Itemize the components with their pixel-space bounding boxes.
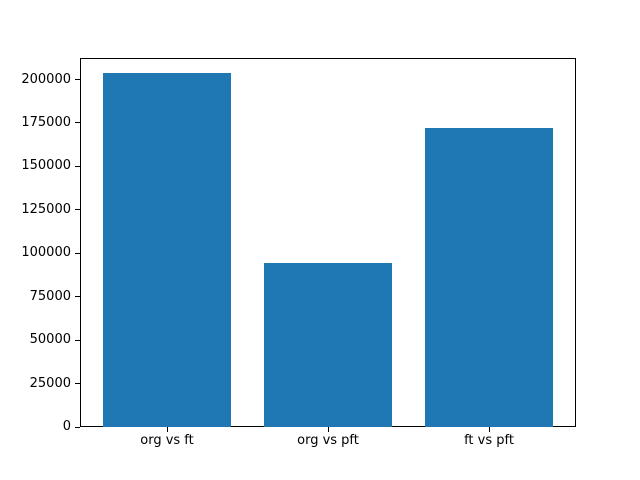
y-tick-mark: [75, 340, 80, 341]
y-tick-mark: [75, 122, 80, 123]
y-tick-label: 50000: [29, 332, 71, 347]
y-tick-mark: [75, 209, 80, 210]
y-tick-label: 175000: [21, 115, 71, 130]
y-tick-label: 150000: [21, 158, 71, 173]
x-tick-label: org vs ft: [140, 433, 194, 448]
y-tick-label: 75000: [29, 289, 71, 304]
bar-ft-vs-pft: [424, 128, 554, 427]
x-tick-mark: [167, 427, 168, 432]
y-tick-mark: [75, 427, 80, 428]
x-tick-label: org vs pft: [297, 433, 359, 448]
y-tick-label: 0: [62, 419, 71, 434]
y-tick-mark: [75, 383, 80, 384]
y-tick-label: 100000: [21, 245, 71, 260]
bar-org-vs-pft: [263, 262, 393, 427]
y-tick-label: 200000: [21, 72, 71, 87]
bar-org-vs-ft: [102, 72, 232, 427]
x-tick-mark: [328, 427, 329, 432]
x-tick-mark: [489, 427, 490, 432]
y-tick-mark: [75, 166, 80, 167]
y-tick-label: 25000: [29, 376, 71, 391]
y-tick-label: 125000: [21, 202, 71, 217]
x-tick-label: ft vs pft: [464, 433, 514, 448]
y-tick-mark: [75, 296, 80, 297]
y-tick-mark: [75, 253, 80, 254]
y-tick-mark: [75, 79, 80, 80]
